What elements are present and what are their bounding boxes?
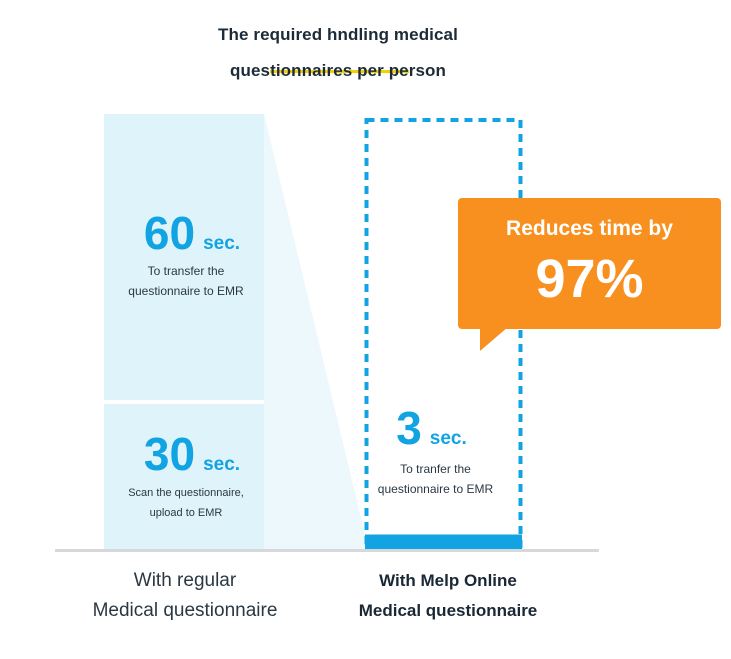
category-label-regular: With regular Medical questionnaire [40, 566, 330, 626]
desc-label-60-line1: To transfer the [148, 264, 225, 278]
callout-tail [480, 327, 508, 351]
desc-label-30-line2: upload to EMR [150, 507, 223, 519]
title-line2-post: rson [408, 61, 446, 80]
callout-percent: 97% [535, 249, 644, 309]
desc-label-3-line2: questionnaire to EMR [378, 482, 494, 496]
bar-regular-segment-60 [104, 114, 264, 400]
bar-melp-segment-3 [365, 534, 522, 549]
desc-label-3-line1: To tranfer the [400, 462, 471, 476]
title-line2-highlight: tionnaires per pe [270, 61, 409, 80]
connector-shade [264, 114, 365, 549]
reduction-callout: Reduces time by 97% [458, 198, 721, 351]
category-label-regular-line1: With regular [133, 570, 237, 591]
category-label-melp-line2: Medical questionnaire [358, 601, 538, 620]
value-label-30: 30 sec. [144, 428, 240, 480]
baseline [55, 549, 599, 552]
category-label-regular-line2: Medical questionnaire [92, 600, 278, 621]
desc-label-60-line2: questionnaire to EMR [128, 284, 244, 298]
desc-label-30-line1: Scan the questionnaire, [128, 487, 244, 499]
chart-title-line1: The required hndling medical [218, 25, 458, 44]
value-label-60: 60 sec. [144, 207, 240, 259]
callout-line1: Reduces time by [506, 217, 673, 240]
category-label-melp-line1: With Melp Online [379, 571, 517, 590]
category-label-melp: With Melp Online Medical questionnaire [300, 566, 596, 626]
title-line2-pre: ques [229, 61, 271, 80]
bar-regular-segment-30 [104, 404, 264, 549]
value-label-3: 3 sec. [396, 402, 467, 454]
chart-title-line2: questionnaires per person [0, 53, 676, 89]
